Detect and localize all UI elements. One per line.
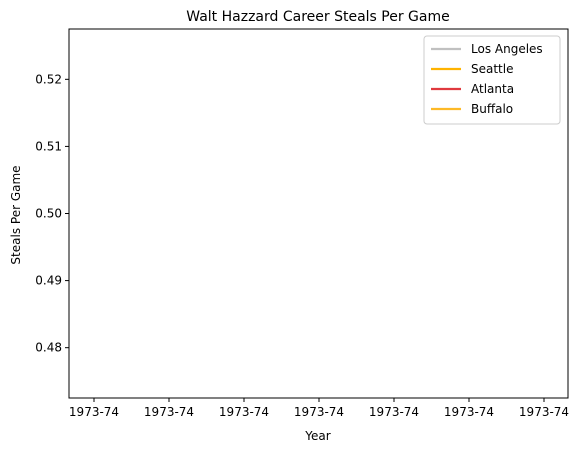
x-tick-label: 1973-74 <box>294 405 344 419</box>
legend-label-los-angeles: Los Angeles <box>471 42 543 56</box>
x-tick-label: 1973-74 <box>219 405 269 419</box>
legend-label-seattle: Seattle <box>471 62 513 76</box>
y-tick-label: 0.52 <box>35 72 62 86</box>
x-tick-label: 1973-74 <box>444 405 494 419</box>
legend-label-buffalo: Buffalo <box>471 102 513 116</box>
x-tick-label: 1973-74 <box>519 405 569 419</box>
y-axis-label: Steals Per Game <box>9 165 23 264</box>
x-axis-label: Year <box>304 429 330 443</box>
ticks-layer: 0.48 0.49 0.50 0.51 0.52 1973-74 1973-74 1973-7… <box>35 72 569 419</box>
legend: Los Angeles Seattle Atlanta Buffalo <box>423 35 561 125</box>
chart-title: Walt Hazzard Career Steals Per Game <box>186 9 449 25</box>
y-tick-label: 0.51 <box>35 139 62 153</box>
legend-label-atlanta: Atlanta <box>471 82 514 96</box>
x-tick-label: 1973-74 <box>369 405 419 419</box>
y-tick-label: 0.48 <box>35 341 62 355</box>
legend-box <box>423 35 561 125</box>
x-tick-label: 1973-74 <box>69 405 119 419</box>
y-tick-label: 0.50 <box>35 207 62 221</box>
x-tick-label: 1973-74 <box>144 405 194 419</box>
y-tick-label: 0.49 <box>35 274 62 288</box>
